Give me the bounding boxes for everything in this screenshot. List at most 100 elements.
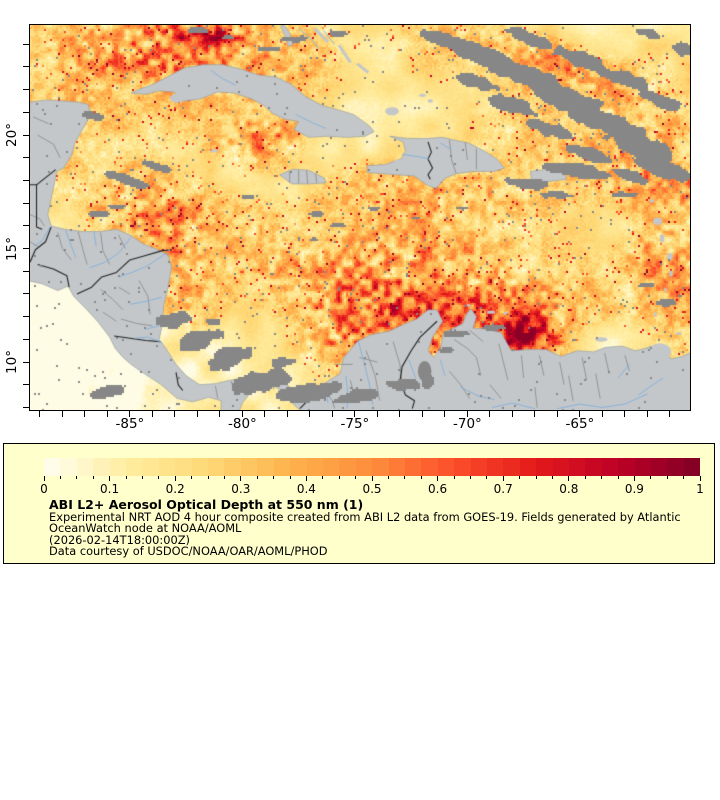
colorbar-tick — [666, 476, 668, 479]
x-axis-tick — [534, 411, 536, 417]
colorbar-tick-label: 0.1 — [100, 482, 120, 496]
colorbar-tick-label: 0.2 — [165, 482, 185, 496]
y-axis-tick-label: 20° — [4, 123, 20, 148]
x-axis-tick — [444, 411, 446, 417]
y-axis-tick — [23, 225, 29, 227]
y-axis-tick — [23, 134, 29, 136]
y-axis-tick-label: 10° — [4, 350, 20, 375]
colorbar-tick — [207, 476, 209, 479]
colorbar-block — [634, 458, 652, 476]
x-axis-tick — [219, 411, 221, 417]
x-axis-tick — [286, 411, 288, 417]
colorbar-block — [126, 458, 143, 476]
x-axis-tick — [399, 411, 401, 417]
colorbar-tick-label: 0.3 — [231, 482, 251, 496]
x-axis-tick — [489, 411, 491, 417]
colorbar-tick-label: 0.8 — [559, 482, 579, 496]
colorbar-block — [208, 458, 225, 476]
colorbar-tick-label: 1 — [696, 482, 704, 496]
colorbar-block — [503, 458, 520, 476]
colorbar-tick — [683, 476, 685, 479]
colorbar — [44, 458, 701, 476]
x-axis-tick — [196, 411, 198, 417]
colorbar-tick — [584, 476, 586, 479]
y-axis-tick — [23, 361, 29, 363]
x-axis-tick — [624, 411, 626, 417]
colorbar-block — [191, 458, 209, 476]
legend-title: ABI L2+ Aerosol Optical Depth at 550 nm … — [49, 497, 364, 512]
x-axis-tick — [331, 411, 333, 417]
x-axis-tick-label: -70° — [452, 416, 482, 432]
colorbar-tick — [338, 476, 340, 479]
y-axis-tick — [23, 406, 29, 408]
colorbar-tick — [174, 476, 176, 481]
colorbar-tick — [125, 476, 127, 479]
x-axis-tick — [376, 411, 378, 417]
y-axis-tick — [23, 270, 29, 272]
y-axis-tick — [23, 384, 29, 386]
colorbar-tick — [453, 476, 455, 479]
y-axis-tick — [23, 111, 29, 113]
colorbar-block — [372, 458, 389, 476]
legend-line-2: OceanWatch node at NOAA/AOML — [49, 521, 242, 536]
x-axis-tick — [129, 411, 131, 417]
colorbar-block — [618, 458, 635, 476]
colorbar-block — [273, 458, 291, 476]
colorbar-tick — [158, 476, 160, 479]
legend-credit: Data courtesy of USDOC/NOAA/OAR/AOML/PHO… — [49, 543, 328, 558]
colorbar-tick — [633, 476, 635, 481]
colorbar-tick — [502, 476, 504, 481]
colorbar-block — [388, 458, 405, 476]
colorbar-block — [355, 458, 373, 476]
colorbar-tick — [273, 476, 275, 479]
x-axis-tick — [669, 411, 671, 417]
colorbar-tick-label: 0.7 — [493, 482, 513, 496]
colorbar-tick — [437, 476, 439, 481]
x-axis-tick — [309, 411, 311, 417]
colorbar-tick — [322, 476, 324, 479]
colorbar-tick — [109, 476, 111, 481]
colorbar-tick — [256, 476, 258, 479]
x-axis-tick — [354, 411, 356, 417]
colorbar-block — [601, 458, 619, 476]
colorbar-tick — [404, 476, 406, 479]
x-axis-tick — [241, 411, 243, 417]
x-axis-tick — [151, 411, 153, 417]
colorbar-tick — [141, 476, 143, 479]
colorbar-tick — [387, 476, 389, 479]
x-axis-tick-label: -85° — [115, 416, 145, 432]
colorbar-block — [224, 458, 241, 476]
x-axis-tick — [61, 411, 63, 417]
colorbar-tick — [289, 476, 291, 479]
x-axis-tick — [601, 411, 603, 417]
colorbar-block — [60, 458, 77, 476]
colorbar-tick — [191, 476, 193, 479]
colorbar-block — [651, 458, 668, 476]
x-axis-tick — [421, 411, 423, 417]
colorbar-block — [257, 458, 274, 476]
colorbar-tick — [92, 476, 94, 479]
y-axis-tick — [23, 66, 29, 68]
colorbar-block — [552, 458, 569, 476]
x-axis-tick — [84, 411, 86, 417]
y-axis-tick-label: 15° — [4, 236, 20, 261]
colorbar-block — [76, 458, 94, 476]
colorbar-tick — [601, 476, 603, 479]
colorbar-block — [437, 458, 455, 476]
x-axis-tick-label: -65° — [565, 416, 595, 432]
colorbar-tick — [568, 476, 570, 481]
x-axis-tick — [511, 411, 513, 417]
colorbar-block — [339, 458, 356, 476]
colorbar-block — [142, 458, 159, 476]
colorbar-block — [240, 458, 258, 476]
colorbar-block — [454, 458, 471, 476]
colorbar-block — [93, 458, 110, 476]
aod-raster-map — [29, 24, 691, 411]
x-axis-tick — [39, 411, 41, 417]
colorbar-tick — [699, 476, 701, 481]
colorbar-block — [536, 458, 553, 476]
x-axis-tick — [466, 411, 468, 417]
y-axis-tick — [23, 316, 29, 318]
colorbar-tick-label: 0.5 — [362, 482, 382, 496]
colorbar-tick — [551, 476, 553, 479]
